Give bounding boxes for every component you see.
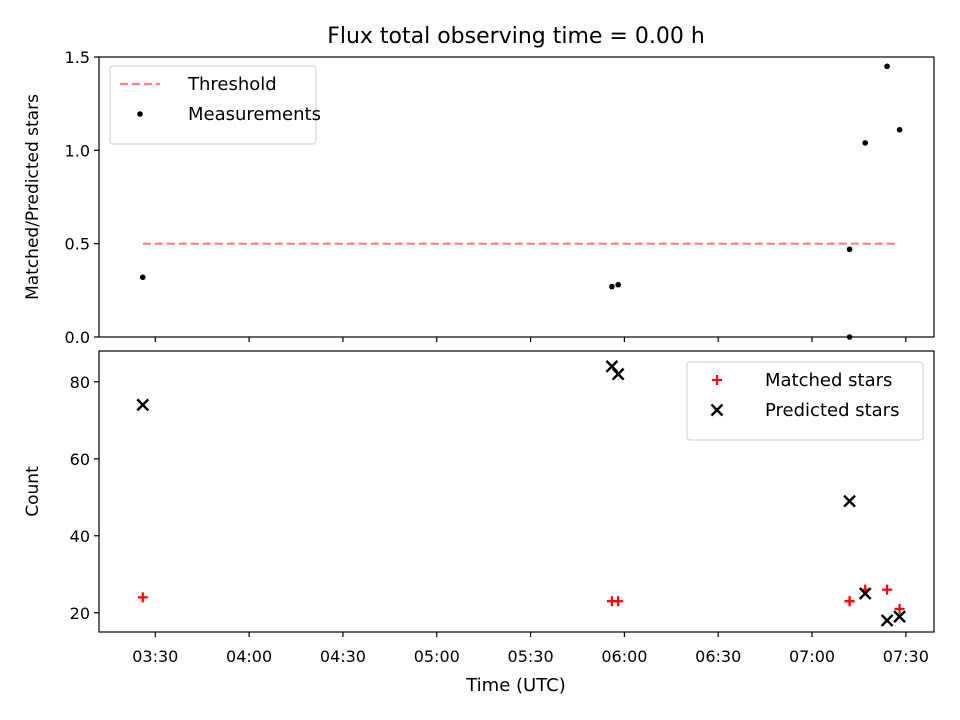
data-point	[613, 596, 624, 607]
data-point	[615, 281, 621, 288]
bottom-y-tick-label: 80	[70, 373, 90, 392]
bottom-legend: Matched stars Predicted stars	[686, 361, 924, 441]
legend-handle	[137, 111, 143, 117]
data-point	[843, 494, 856, 508]
x-tick-label: 05:00	[414, 647, 460, 666]
x-tick-label: 06:30	[695, 647, 741, 666]
data-point	[893, 610, 906, 623]
data-point	[880, 614, 894, 627]
data-point	[894, 603, 905, 614]
top-y-axis-label: Matched/Predicted stars	[23, 94, 43, 300]
bottom-y-tick-label: 20	[70, 604, 90, 623]
data-point	[884, 63, 890, 70]
series-matched-stars	[137, 584, 905, 614]
data-point	[139, 274, 146, 281]
legend-handle	[712, 375, 722, 385]
data-point	[136, 398, 150, 412]
data-point	[611, 367, 625, 381]
top-y-tick-label: 0.5	[65, 235, 90, 254]
legend-label: Threshold	[187, 74, 277, 95]
legend-label: Predicted stars	[765, 400, 899, 421]
x-tick-label: 04:00	[226, 647, 272, 666]
x-axis-label: Time (UTC)	[465, 675, 566, 696]
data-point	[137, 592, 148, 603]
data-point	[609, 283, 615, 290]
top-y-tick-label: 1.5	[65, 48, 90, 67]
x-tick-label: 05:30	[508, 647, 554, 666]
top-subplot: 0.0 0.5 1.0 1.5 Matched/Predicted stars Thres…	[23, 48, 935, 347]
legend-handle	[710, 403, 724, 417]
legend-box	[686, 361, 924, 441]
chart-title: Flux total observing time = 0.00 h	[327, 24, 705, 49]
x-tick-label: 03:30	[132, 647, 178, 666]
top-legend: Threshold Measurements	[109, 65, 321, 145]
data-point	[882, 584, 893, 595]
data-point	[846, 246, 853, 253]
bottom-y-tick-label: 60	[70, 450, 90, 469]
series-measurements	[139, 63, 903, 340]
legend-label: Measurements	[188, 104, 321, 125]
data-point	[858, 587, 872, 600]
data-point	[896, 127, 903, 133]
x-tick-label: 06:00	[601, 647, 647, 666]
bottom-plot-frame	[98, 350, 935, 633]
top-y-tick-label: 1.0	[65, 141, 90, 160]
data-point	[862, 140, 868, 146]
x-tick-label: 07:00	[789, 647, 835, 666]
series-predicted-stars	[136, 360, 906, 627]
legend-label: Matched stars	[765, 370, 892, 391]
bottom-subplot: 20 40 60 80 03:30 04:00 04:30 05:00 05:30 06:00 06…	[23, 350, 935, 666]
data-point	[844, 596, 855, 607]
top-plot-frame	[98, 56, 935, 338]
bottom-y-axis-label: Count	[23, 466, 43, 517]
legend-box	[109, 65, 317, 145]
x-tick-label: 04:30	[320, 647, 366, 666]
bottom-y-tick-label: 40	[70, 527, 90, 546]
x-tick-label: 07:30	[883, 647, 929, 666]
top-y-tick-label: 0.0	[65, 328, 90, 347]
